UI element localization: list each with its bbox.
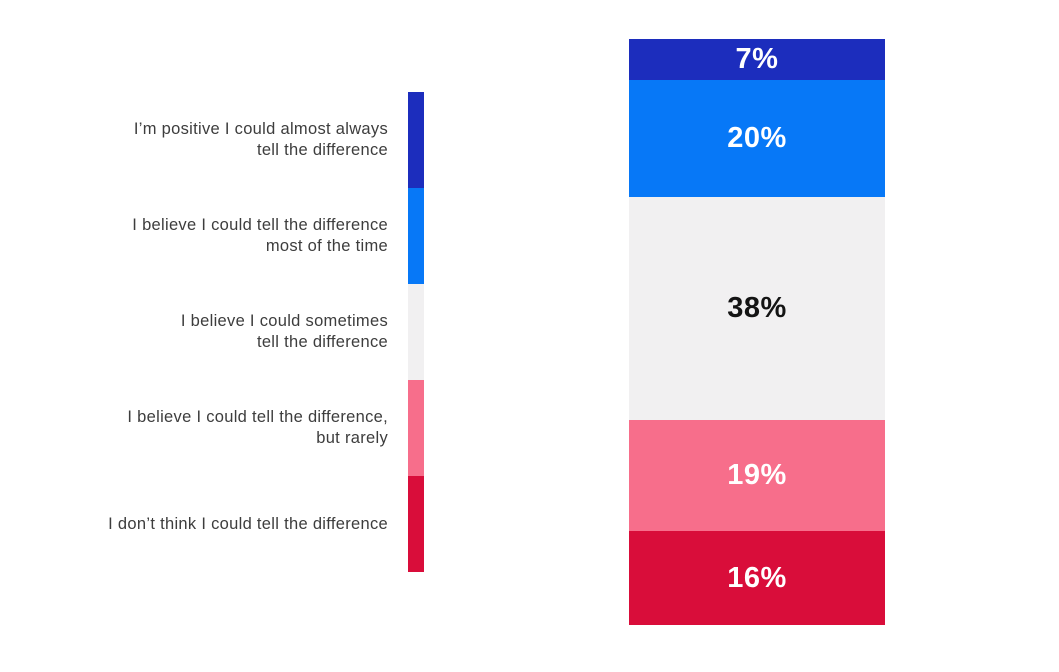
legend-swatch-1 [408,92,424,188]
bar-segment-2: 20% [629,80,885,198]
bar-segment-3: 38% [629,197,885,420]
legend-swatch-3 [408,284,424,380]
legend-label-2: I believe I could tell the difference mos… [132,216,388,255]
legend-swatch-5 [408,476,424,572]
legend-item-1: I’m positive I could almost always tell t… [0,92,388,188]
bar-segment-5: 16% [629,531,885,626]
bar-segment-4: 19% [629,419,885,532]
bar-segment-1: 7% [629,39,885,81]
legend-swatch-2 [408,188,424,284]
bar-segment-1-value: 7% [735,43,779,75]
legend-item-5: I don’t think I could tell the differenc… [0,476,388,572]
stacked-bar: 7% 20% 38% 19% 16% [629,39,885,626]
bar-segment-2-value: 20% [727,122,787,155]
legend-item-4: I believe I could tell the difference, bu… [0,380,388,476]
bar-segment-5-value: 16% [727,561,787,594]
legend-swatch-4 [408,380,424,476]
legend-label-1: I’m positive I could almost always tell t… [133,120,388,159]
chart-legend: I’m positive I could almost always tell t… [0,92,388,572]
legend-label-4: I believe I could tell the difference, bu… [127,408,388,447]
legend-label-5: I don’t think I could tell the differenc… [108,514,388,533]
legend-label-3: I believe I could sometimes tell the diff… [180,312,388,351]
legend-item-2: I believe I could tell the difference mos… [0,188,388,284]
bar-segment-4-value: 19% [727,459,787,492]
legend-color-strip [408,92,424,572]
bar-segment-3-value: 38% [727,292,787,325]
legend-item-3: I believe I could sometimes tell the diff… [0,284,388,380]
